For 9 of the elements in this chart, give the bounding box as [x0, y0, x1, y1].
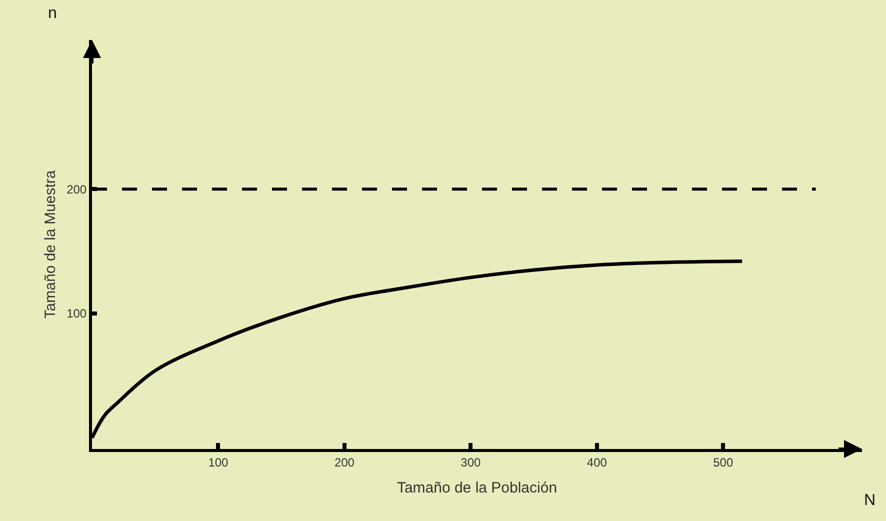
- text: N: [864, 492, 876, 509]
- x-tick-label: 100: [208, 455, 229, 470]
- text: n: [48, 5, 57, 22]
- x-tick-label: 500: [713, 455, 734, 470]
- x-tick-label: 200: [334, 455, 355, 470]
- x-tick-label: 400: [586, 455, 608, 470]
- x-tick-label: 300: [460, 455, 482, 470]
- y-axis-title: Tamaño de la Muestra: [42, 170, 59, 319]
- x-axis-title: Tamaño de la Población: [396, 479, 558, 496]
